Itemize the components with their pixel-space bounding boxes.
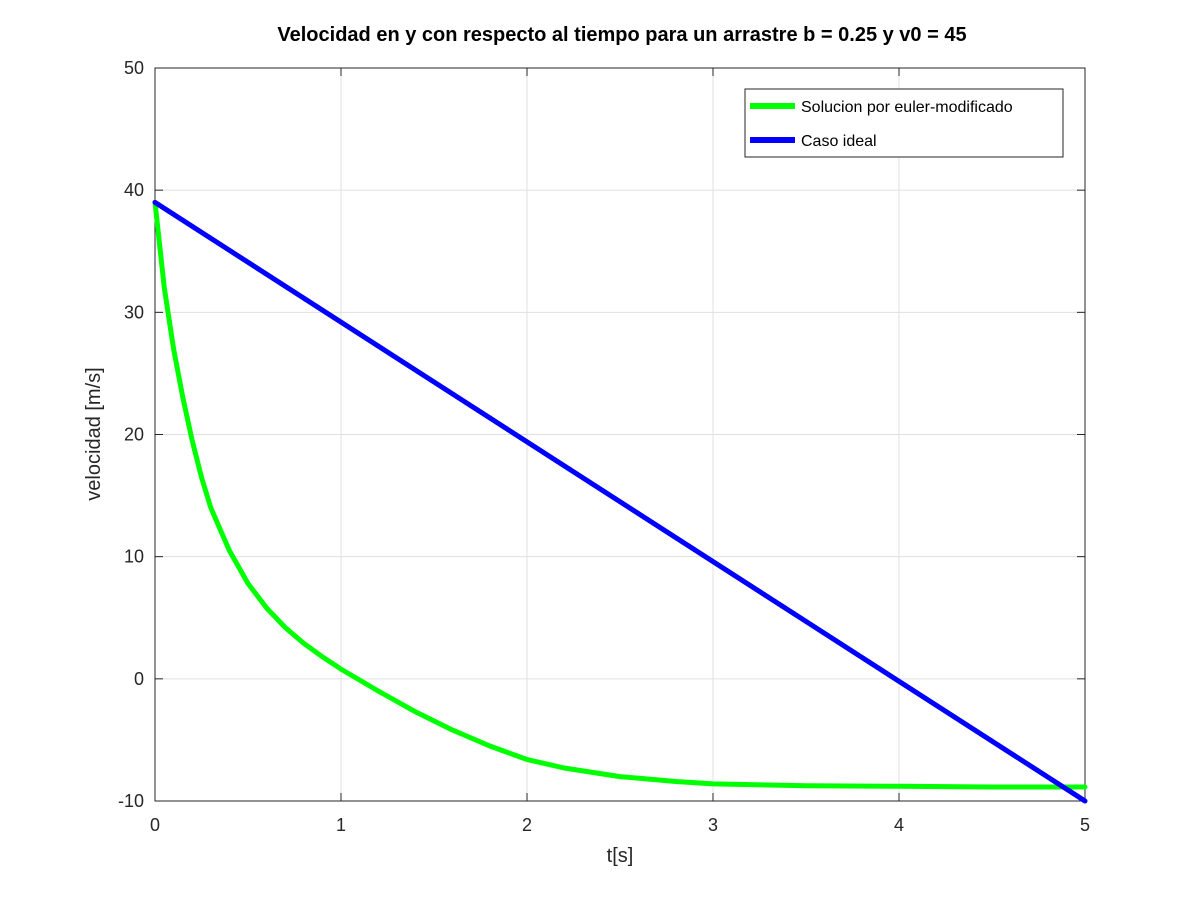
chart-title: Velocidad en y con respecto al tiempo pa… — [277, 24, 966, 46]
x-tick-label: 3 — [708, 815, 718, 835]
y-tick-label: 30 — [124, 302, 144, 322]
x-tick-label: 1 — [336, 815, 346, 835]
y-tick-label: 20 — [124, 425, 144, 445]
y-tick-label: 40 — [124, 180, 144, 200]
grid — [155, 68, 1085, 801]
x-tick-label: 4 — [894, 815, 904, 835]
y-tick-label: 10 — [124, 547, 144, 567]
axis-ticks: 0 1 2 3 4 5 -10 0 10 20 30 40 50 — [118, 58, 1090, 835]
series-layer — [152, 199, 1088, 804]
x-axis-label: t[s] — [607, 845, 634, 867]
y-tick-label: 50 — [124, 58, 144, 78]
legend: Solucion por euler-modificado Caso ideal — [744, 88, 1064, 158]
y-tick-label: -10 — [118, 791, 144, 811]
legend-label-ideal: Caso ideal — [801, 133, 877, 150]
y-tick-label: 0 — [134, 669, 144, 689]
x-tick-label: 2 — [522, 815, 532, 835]
x-tick-label: 0 — [150, 815, 160, 835]
legend-label-euler: Solucion por euler-modificado — [801, 99, 1013, 116]
x-tick-label: 5 — [1080, 815, 1090, 835]
series-line-euler-modificado — [152, 199, 1088, 790]
legend-box — [744, 88, 1064, 158]
y-axis-label: velocidad [m/s] — [83, 367, 105, 500]
series-line-caso-ideal — [152, 199, 1088, 804]
